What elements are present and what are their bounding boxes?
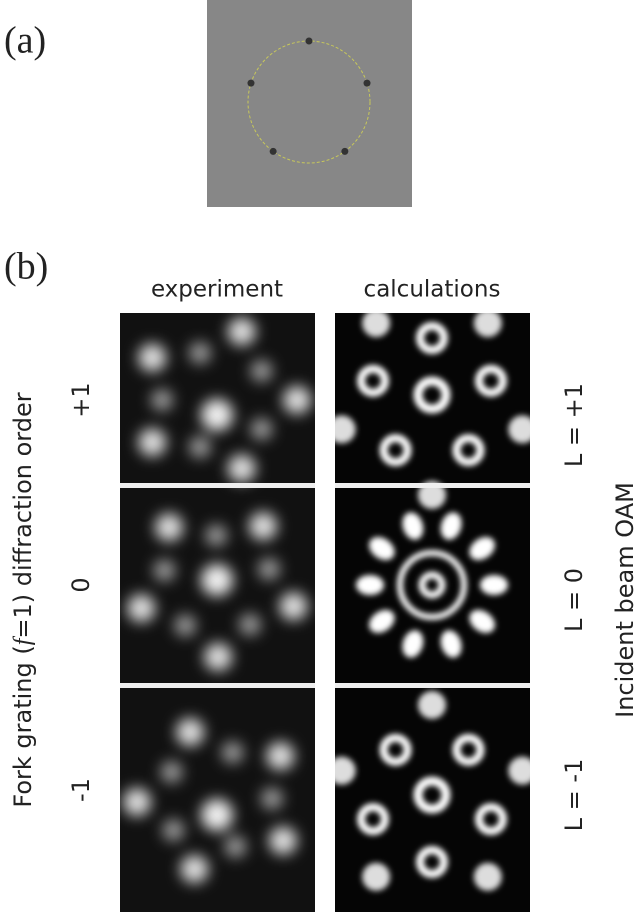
blob: [155, 513, 184, 542]
blob: [138, 343, 167, 372]
blob: [250, 418, 273, 441]
separator: [335, 483, 530, 488]
blob: [249, 512, 278, 541]
label-part: =1) diffraction order: [9, 392, 37, 638]
blob: [238, 613, 261, 636]
blob: [201, 399, 233, 431]
blob: [250, 359, 273, 382]
blob: [160, 761, 183, 784]
blob: [189, 436, 212, 459]
calculation-pattern: [335, 313, 530, 891]
blob: [508, 756, 530, 785]
oam-label: L = +1: [560, 383, 588, 467]
separator: [120, 483, 315, 488]
blob: [258, 558, 281, 581]
blob: [266, 742, 295, 771]
petal: [440, 512, 462, 540]
ring: [357, 364, 390, 397]
blob: [227, 454, 256, 483]
blob: [335, 415, 356, 444]
blob: [174, 614, 197, 637]
petal: [402, 512, 424, 540]
blob: [123, 788, 152, 817]
dot: [269, 147, 277, 155]
blob: [162, 819, 185, 842]
blob: [418, 691, 446, 719]
dot: [341, 147, 349, 155]
ring: [416, 846, 448, 878]
panel-b-label: (b): [4, 246, 48, 288]
blob: [176, 718, 205, 747]
petal: [356, 575, 384, 595]
oam-label: L = -1: [560, 759, 588, 832]
petal: [440, 630, 462, 658]
column-header: experiment: [151, 277, 283, 303]
blob: [138, 428, 167, 457]
ring: [379, 434, 412, 467]
blob: [335, 756, 356, 785]
ring: [357, 803, 390, 836]
blob: [201, 564, 233, 596]
row-label: -1: [67, 778, 95, 802]
blob: [260, 787, 283, 810]
blob: [508, 415, 530, 444]
petal: [402, 630, 424, 658]
ring: [474, 803, 507, 836]
ring: [418, 571, 446, 599]
blob: [362, 862, 391, 891]
petal: [469, 537, 495, 561]
blob: [473, 862, 502, 891]
separator: [120, 683, 315, 688]
column-header: calculations: [364, 277, 501, 303]
ring: [452, 733, 485, 766]
petal: [369, 537, 395, 561]
ring: [413, 776, 451, 814]
blob: [127, 594, 156, 623]
experiment-pattern: [123, 317, 311, 884]
left-axis-label: Fork grating (f=1) diffraction order: [9, 392, 37, 807]
dots: [247, 37, 371, 155]
petal: [469, 609, 495, 633]
blob: [279, 592, 308, 621]
dot: [363, 79, 371, 87]
row-label: 0: [67, 577, 95, 592]
row-label: +1: [67, 382, 95, 417]
blob: [221, 741, 244, 764]
ring: [379, 733, 412, 766]
label-part: Fork grating (: [9, 645, 37, 807]
ring: [474, 364, 507, 397]
blob: [473, 313, 502, 338]
separators: [120, 483, 530, 688]
ring: [397, 550, 467, 620]
petal: [369, 609, 395, 633]
dot: [305, 37, 313, 45]
blob: [204, 642, 233, 671]
panel-a-image: [207, 0, 412, 207]
blob: [153, 559, 176, 582]
blob: [227, 317, 256, 346]
panel-a-label: (a): [4, 20, 46, 62]
blob: [283, 386, 311, 414]
blob: [362, 313, 391, 338]
right-axis-label: Incident beam OAM: [611, 482, 639, 718]
ring: [413, 376, 451, 414]
blob: [189, 341, 212, 364]
label-part: f: [10, 635, 36, 645]
separator: [335, 683, 530, 688]
blob: [180, 855, 209, 884]
blob: [151, 389, 173, 411]
blob: [269, 826, 298, 855]
blob: [205, 524, 228, 547]
petal: [480, 575, 508, 595]
ring: [416, 322, 448, 354]
blob: [224, 835, 247, 858]
oam-label: L = 0: [560, 568, 588, 632]
blob: [201, 799, 233, 831]
ring: [452, 434, 485, 467]
dot: [247, 79, 255, 87]
